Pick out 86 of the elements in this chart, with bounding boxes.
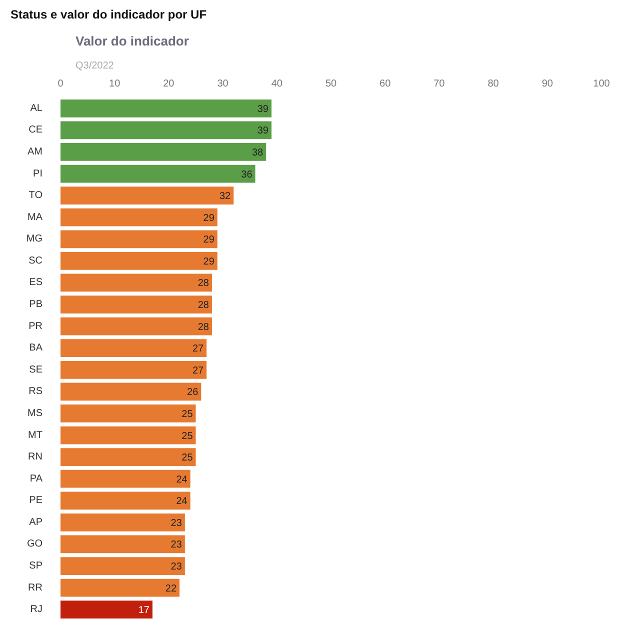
data-label: 29	[203, 256, 215, 268]
bar	[60, 252, 218, 270]
x-tick-label: 20	[163, 78, 175, 90]
data-label: 29	[203, 234, 215, 246]
bar	[60, 448, 196, 466]
y-tick-label: PI	[33, 168, 43, 180]
x-axis-title: Valor do indicador	[76, 34, 189, 48]
y-tick-label: MA	[28, 212, 43, 223]
bar	[60, 470, 190, 488]
data-label: 38	[252, 147, 264, 158]
y-tick-label: MS	[28, 408, 43, 419]
y-tick-label: GO	[26, 538, 43, 550]
y-tick-label: SE	[29, 364, 43, 376]
data-label: 26	[187, 387, 199, 398]
bar	[60, 339, 207, 358]
bar	[60, 296, 212, 314]
y-tick-label: AP	[29, 516, 43, 528]
bar	[60, 382, 202, 401]
y-tick-label: RN	[28, 452, 43, 463]
data-label: 25	[182, 430, 194, 442]
x-tick-label: 30	[217, 78, 229, 90]
data-label: 23	[170, 518, 182, 529]
bar	[60, 230, 218, 248]
data-label: 23	[170, 562, 182, 573]
x-tick-label: 90	[542, 78, 554, 90]
bar	[60, 404, 196, 422]
chart-subtitle: Q3/2022	[76, 60, 114, 72]
bar	[60, 600, 152, 619]
data-label: 29	[203, 212, 215, 224]
y-tick-label: SP	[29, 560, 43, 572]
bar	[60, 317, 212, 336]
x-tick-label: 100	[593, 78, 610, 90]
y-tick-label: AM	[28, 146, 42, 158]
bar	[60, 578, 180, 597]
x-tick-label: 60	[380, 78, 392, 90]
y-tick-label: MG	[26, 234, 43, 245]
y-tick-label: PA	[30, 473, 43, 484]
bar	[60, 186, 234, 204]
bar	[60, 99, 272, 118]
bar	[60, 557, 185, 575]
x-tick-label: 10	[109, 78, 121, 90]
y-tick-label: PE	[29, 495, 43, 506]
data-label: 25	[182, 408, 194, 420]
data-label: 27	[192, 344, 204, 355]
data-label: 17	[138, 605, 150, 616]
bar	[60, 535, 185, 554]
y-tick-label: RR	[28, 582, 43, 594]
x-tick-label: 80	[488, 78, 500, 90]
bar	[60, 514, 185, 532]
bar	[60, 426, 196, 444]
data-label: 39	[257, 104, 269, 115]
bar	[60, 121, 272, 140]
y-tick-label: SC	[28, 255, 43, 266]
x-tick-label: 0	[58, 78, 64, 90]
data-label: 24	[176, 496, 188, 508]
x-tick-label: 50	[325, 78, 337, 90]
y-tick-label: RS	[28, 386, 43, 398]
data-label: 39	[257, 126, 269, 137]
y-tick-label: RJ	[30, 604, 43, 616]
y-tick-label: AL	[30, 102, 43, 114]
data-label: 23	[170, 540, 182, 551]
x-tick-label: 70	[434, 78, 446, 90]
data-label: 28	[198, 300, 210, 312]
y-tick-label: PB	[29, 299, 43, 310]
y-tick-label: PR	[28, 320, 43, 332]
bar	[60, 208, 218, 226]
data-label: 22	[165, 583, 177, 594]
data-label: 28	[198, 278, 210, 290]
y-tick-label: BA	[29, 342, 43, 354]
bar	[60, 274, 212, 292]
data-label: 25	[182, 452, 194, 464]
y-tick-label: ES	[29, 277, 43, 288]
y-tick-label: MT	[28, 430, 43, 441]
y-tick-label: TO	[28, 190, 43, 202]
bar	[60, 164, 256, 183]
chart-title: Status e valor do indicador por UF	[10, 8, 207, 22]
bar	[60, 360, 207, 379]
bar	[60, 492, 190, 510]
data-label: 36	[241, 169, 253, 180]
data-label: 32	[219, 191, 232, 202]
data-label: 28	[198, 322, 210, 333]
bar	[60, 143, 266, 161]
data-label: 24	[176, 474, 188, 486]
y-tick-label: CE	[28, 124, 43, 136]
x-tick-label: 40	[271, 78, 283, 90]
data-label: 27	[192, 365, 204, 376]
